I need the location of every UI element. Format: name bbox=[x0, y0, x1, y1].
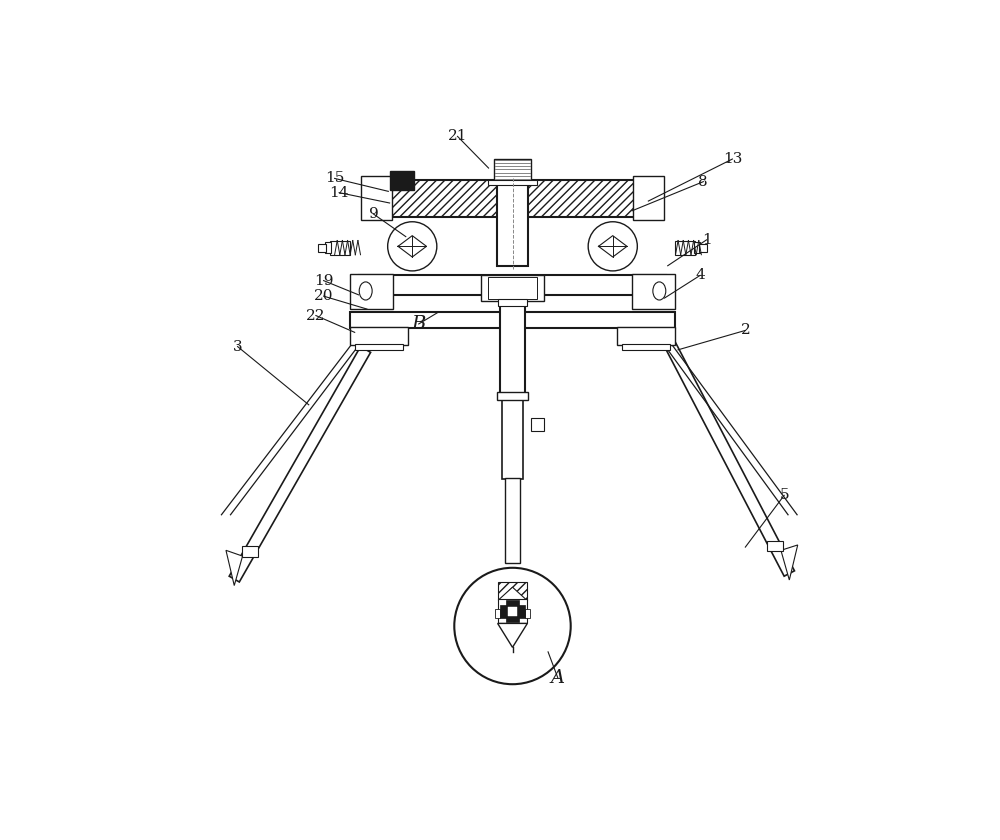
Bar bbox=[242, 546, 258, 557]
Ellipse shape bbox=[359, 282, 372, 300]
Bar bbox=[495, 608, 500, 618]
Text: 4: 4 bbox=[695, 269, 705, 282]
Bar bbox=[506, 600, 519, 622]
Text: B: B bbox=[412, 315, 426, 333]
Text: A: A bbox=[551, 669, 565, 687]
Polygon shape bbox=[229, 347, 371, 582]
Text: 13: 13 bbox=[723, 152, 742, 166]
Bar bbox=[481, 276, 544, 302]
Text: 20: 20 bbox=[314, 289, 333, 303]
Circle shape bbox=[588, 222, 637, 271]
Bar bbox=[350, 327, 408, 345]
Bar bbox=[355, 344, 403, 350]
Bar bbox=[488, 180, 537, 185]
Bar bbox=[525, 608, 530, 618]
Text: 3: 3 bbox=[233, 339, 242, 354]
Text: 5: 5 bbox=[779, 488, 789, 502]
Bar bbox=[390, 180, 635, 218]
Bar bbox=[694, 243, 700, 253]
Bar bbox=[359, 276, 666, 295]
Bar bbox=[767, 541, 783, 551]
Text: 9: 9 bbox=[369, 207, 378, 221]
Polygon shape bbox=[498, 623, 527, 648]
Text: 19: 19 bbox=[314, 274, 333, 287]
Bar bbox=[488, 277, 537, 299]
Bar bbox=[699, 244, 707, 251]
Polygon shape bbox=[664, 341, 794, 576]
Bar bbox=[505, 478, 520, 564]
Bar bbox=[622, 344, 670, 350]
Bar bbox=[675, 240, 695, 255]
Polygon shape bbox=[226, 550, 243, 585]
Bar bbox=[617, 327, 675, 345]
Bar bbox=[350, 274, 393, 309]
Bar bbox=[494, 159, 531, 181]
Bar bbox=[325, 243, 331, 253]
Circle shape bbox=[388, 222, 437, 271]
Polygon shape bbox=[498, 587, 527, 600]
Bar bbox=[390, 171, 414, 190]
Text: 14: 14 bbox=[329, 186, 349, 200]
Polygon shape bbox=[781, 545, 798, 580]
Bar bbox=[350, 312, 675, 328]
Text: 1: 1 bbox=[702, 233, 711, 247]
Text: 2: 2 bbox=[740, 323, 750, 338]
Text: 15: 15 bbox=[325, 171, 344, 186]
Bar bbox=[318, 244, 326, 251]
Bar bbox=[502, 396, 523, 479]
Text: 22: 22 bbox=[306, 308, 326, 323]
Bar bbox=[497, 183, 528, 265]
Bar bbox=[361, 176, 392, 220]
Bar bbox=[632, 274, 675, 309]
Circle shape bbox=[454, 568, 571, 685]
Bar bbox=[500, 293, 525, 398]
Bar bbox=[531, 417, 544, 431]
Bar bbox=[498, 582, 527, 600]
Bar bbox=[330, 240, 350, 255]
Ellipse shape bbox=[653, 282, 666, 300]
Bar bbox=[508, 607, 517, 617]
Bar bbox=[633, 176, 664, 220]
Bar bbox=[498, 299, 527, 306]
Bar bbox=[498, 599, 527, 623]
Bar bbox=[500, 606, 525, 618]
Text: 8: 8 bbox=[698, 175, 708, 189]
Text: 21: 21 bbox=[448, 129, 467, 144]
Bar bbox=[497, 391, 528, 400]
